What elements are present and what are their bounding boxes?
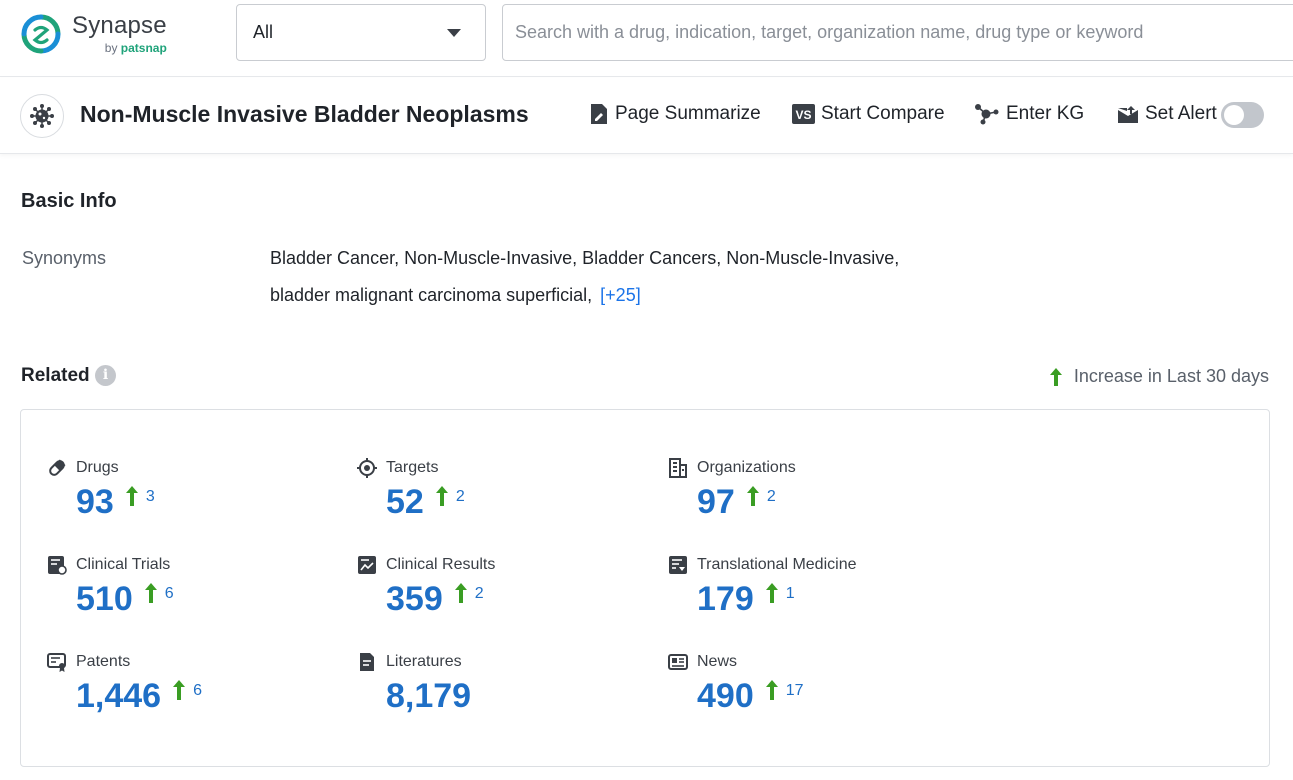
arrow-up-icon (747, 486, 759, 506)
arrow-up-icon (766, 583, 778, 603)
stat-delta: 2 (456, 488, 465, 506)
stat-clinical-trials[interactable]: Clinical Trials 510 6 (47, 554, 347, 618)
stat-organizations[interactable]: Organizations 97 2 (668, 457, 968, 521)
stat-news[interactable]: News 490 17 (668, 651, 968, 715)
target-icon (357, 458, 377, 478)
translational-icon (668, 555, 688, 575)
stat-value[interactable]: 8,179 (386, 678, 471, 715)
arrow-up-icon (145, 583, 157, 603)
top-bar: Synapse by patsnap All (0, 0, 1293, 77)
stat-value[interactable]: 359 (386, 581, 443, 618)
caret-down-icon (447, 29, 461, 37)
arrow-up-icon (766, 680, 778, 700)
brand-name: Synapse (72, 14, 167, 38)
stat-value[interactable]: 52 (386, 484, 424, 521)
page-summarize-label: Page Summarize (615, 103, 761, 125)
stat-label: Translational Medicine (697, 556, 856, 574)
stat-delta: 6 (193, 682, 202, 700)
stat-label: Clinical Trials (76, 556, 170, 574)
arrow-up-icon (173, 680, 185, 700)
stat-value[interactable]: 179 (697, 581, 754, 618)
page-title: Non-Muscle Invasive Bladder Neoplasms (80, 101, 529, 128)
stat-delta: 2 (475, 585, 484, 603)
news-icon (668, 652, 688, 672)
stat-delta: 1 (786, 585, 795, 603)
summarize-icon (589, 103, 609, 125)
patent-icon (47, 652, 67, 672)
stat-clinical-results[interactable]: Clinical Results 359 2 (357, 554, 657, 618)
synonyms-label: Synonyms (22, 248, 106, 269)
brand-by: by patsnap (105, 42, 167, 54)
disease-icon (20, 94, 64, 138)
stat-delta: 6 (165, 585, 174, 603)
basic-info-heading: Basic Info (21, 190, 117, 213)
set-alert-button[interactable]: Set Alert (1117, 103, 1217, 125)
search-scope-select[interactable]: All (236, 4, 486, 61)
pill-icon (47, 458, 67, 478)
stat-delta: 3 (146, 488, 155, 506)
synonyms-line-2: bladder malignant carcinoma superficial,… (270, 285, 641, 306)
document-icon (357, 652, 377, 672)
synapse-logo[interactable]: Synapse by patsnap (20, 12, 167, 56)
increase-legend-label: Increase in Last 30 days (1074, 366, 1269, 387)
info-icon[interactable]: i (95, 365, 116, 386)
arrow-up-icon (436, 486, 448, 506)
stat-targets[interactable]: Targets 52 2 (357, 457, 657, 521)
knowledge-graph-icon (974, 103, 1000, 125)
building-icon (668, 458, 688, 478)
stat-label: Targets (386, 459, 438, 477)
start-compare-button[interactable]: VS Start Compare (792, 103, 945, 125)
stat-label: Literatures (386, 653, 462, 671)
page-summarize-button[interactable]: Page Summarize (589, 103, 761, 125)
stat-label: Patents (76, 653, 130, 671)
stat-label: Organizations (697, 459, 796, 477)
stat-label: Clinical Results (386, 556, 495, 574)
stat-label: Drugs (76, 459, 119, 477)
arrow-up-icon (126, 486, 138, 506)
clinical-trial-icon (47, 555, 67, 575)
related-heading: Related (21, 365, 90, 387)
increase-legend: Increase in Last 30 days (1050, 366, 1269, 387)
start-compare-label: Start Compare (821, 103, 945, 125)
enter-kg-button[interactable]: Enter KG (974, 103, 1084, 125)
svg-text:VS: VS (795, 108, 811, 122)
synonyms-text: bladder malignant carcinoma superficial, (270, 285, 592, 305)
stat-translational-medicine[interactable]: Translational Medicine 179 1 (668, 554, 968, 618)
alert-icon (1117, 104, 1139, 124)
stat-value[interactable]: 97 (697, 484, 735, 521)
stat-value[interactable]: 510 (76, 581, 133, 618)
synonyms-more-link[interactable]: [+25] (600, 285, 641, 305)
arrow-up-icon (1050, 368, 1062, 386)
stat-value[interactable]: 93 (76, 484, 114, 521)
set-alert-label: Set Alert (1145, 103, 1217, 125)
synapse-logo-icon (20, 13, 62, 55)
related-panel: Drugs 93 3 Targets 52 2 Organizations 97… (20, 409, 1270, 767)
stat-patents[interactable]: Patents 1,446 6 (47, 651, 347, 715)
stat-delta: 17 (786, 682, 804, 700)
set-alert-toggle[interactable] (1221, 102, 1264, 128)
stat-label: News (697, 653, 737, 671)
search-scope-value: All (253, 22, 273, 43)
clinical-result-icon (357, 555, 377, 575)
compare-icon: VS (792, 104, 815, 124)
stat-value[interactable]: 1,446 (76, 678, 161, 715)
stat-value[interactable]: 490 (697, 678, 754, 715)
enter-kg-label: Enter KG (1006, 103, 1084, 125)
search-input[interactable] (502, 4, 1293, 61)
stat-delta: 2 (767, 488, 776, 506)
arrow-up-icon (455, 583, 467, 603)
stat-literatures[interactable]: Literatures 8,179 (357, 651, 657, 715)
title-bar: Non-Muscle Invasive Bladder Neoplasms Pa… (0, 78, 1293, 154)
synonyms-line-1: Bladder Cancer, Non-Muscle-Invasive, Bla… (270, 248, 899, 269)
stat-drugs[interactable]: Drugs 93 3 (47, 457, 347, 521)
